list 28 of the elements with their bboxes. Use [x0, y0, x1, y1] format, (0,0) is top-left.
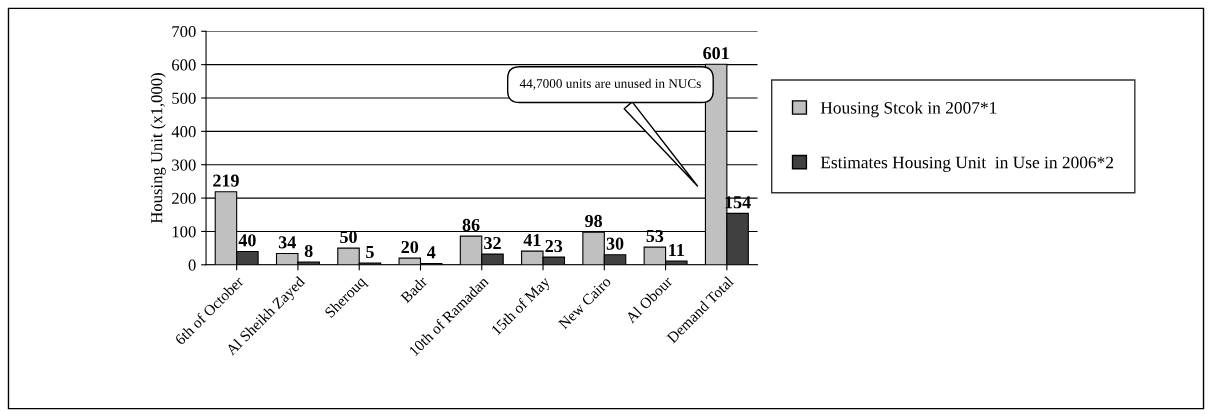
data-label: 601 [703, 47, 729, 60]
y-axis-title: Housing Unit (x1,000) [150, 73, 166, 224]
y-tick-label: 0 [188, 259, 196, 271]
y-tick-label: 100 [172, 226, 196, 238]
data-label: 86 [462, 218, 480, 232]
y-tick-label: 500 [172, 92, 196, 104]
data-label: 40 [238, 234, 256, 247]
data-label: 11 [669, 243, 684, 256]
data-label: 32 [484, 236, 501, 250]
data-label: 23 [545, 239, 563, 253]
data-label: 219 [213, 174, 239, 187]
data-label: 41 [523, 233, 541, 246]
y-tick-label: 700 [172, 25, 196, 38]
legend-label: Housing Stcok in 2007*1 [820, 101, 997, 118]
y-tick-label: 600 [172, 59, 196, 71]
y-tick-label: 200 [172, 192, 196, 205]
data-label: 4 [426, 246, 436, 259]
data-label: 20 [401, 240, 419, 254]
legend-label: Estimates Housing Unit in Use in 2006*2 [820, 156, 1114, 172]
data-label: 30 [606, 237, 624, 250]
x-tick-label: 15th of May [490, 275, 553, 338]
data-label: 34 [278, 236, 296, 249]
y-tick-label: 300 [172, 159, 196, 171]
annotation: 44,7000 units are unused in NUCs [519, 78, 701, 90]
data-label: 5 [366, 246, 374, 259]
y-tick-label: 400 [171, 126, 196, 138]
data-label: 8 [304, 244, 313, 258]
data-label: 98 [585, 214, 603, 228]
